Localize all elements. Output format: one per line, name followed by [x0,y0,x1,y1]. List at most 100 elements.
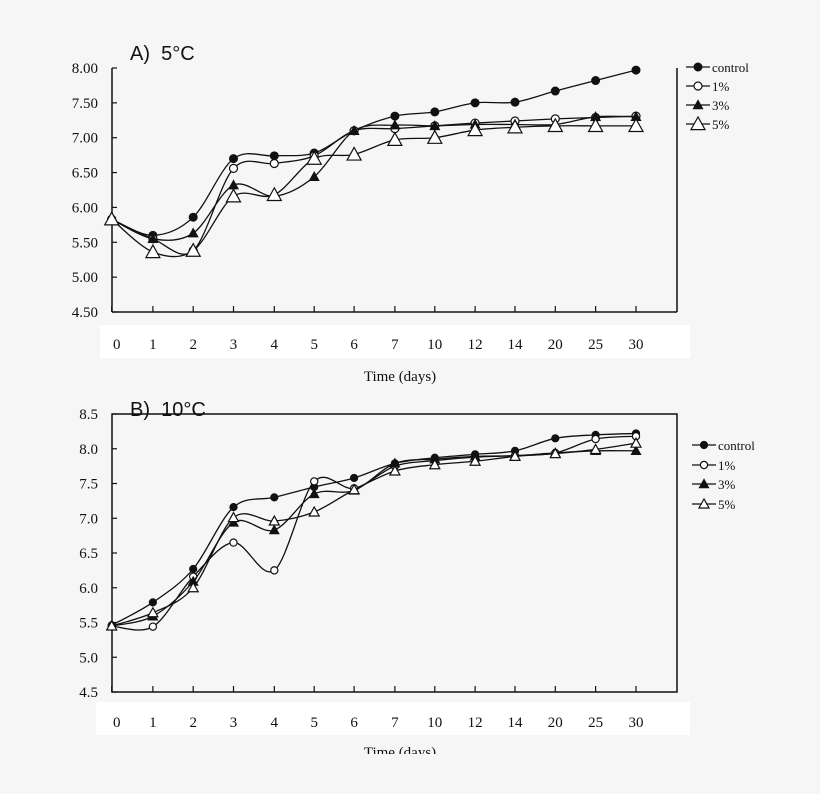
series-3pct [106,445,642,631]
y-tick-label: 8.0 [79,442,98,458]
legend-marker [699,440,709,450]
x-tick-label: 0 [113,337,121,353]
x-axis-label: Time (days) [364,369,436,385]
data-point [551,434,560,443]
x-tick-label: 25 [588,337,603,353]
series-control [107,429,641,630]
x-tick-label: 1 [149,715,157,731]
series-5pct [103,117,645,259]
legend-item: 3% [692,477,736,492]
y-tick-label: 5.50 [72,235,98,251]
panel-title: B) 10°C [130,399,206,421]
x-tick-label: 12 [468,337,483,353]
data-point [510,97,520,107]
x-tick-label: 6 [350,337,358,353]
data-point [470,98,480,108]
x-tick-label: 0 [113,715,121,731]
legend-item: 3% [686,98,730,113]
data-point [627,117,645,133]
series-line [111,115,637,241]
x-tick-label-strip [96,702,690,735]
data-point [269,151,279,161]
legend-label: 5% [718,497,736,512]
data-point [225,188,242,203]
x-tick-label: 4 [271,337,279,353]
panel-a: 8.007.507.006.506.005.505.004.500 1 2 3 4 5 6 7… [72,43,749,385]
data-point [148,598,157,607]
data-point [187,581,200,593]
series-1pct [107,432,641,631]
plot-frame [111,413,678,693]
legend-marker [693,62,703,72]
y-tick-label: 5.5 [79,616,98,632]
y-tick-label: 6.00 [72,200,98,216]
x-tick-label: 10 [427,337,442,353]
y-tick-label: 6.0 [79,581,98,597]
x-tick-label: 2 [189,337,197,353]
legend-item: control [686,60,749,75]
y-tick-label: 5.00 [72,270,98,286]
x-tick-label: 12 [468,715,483,731]
series-control [107,65,641,240]
data-point [268,514,281,526]
legend-label: 1% [712,79,730,94]
legend-marker [698,478,710,489]
x-tick-label: 2 [189,715,197,731]
data-point [229,154,238,164]
x-tick-label: 3 [230,715,238,731]
data-point [227,511,240,523]
panel-b: 8.58.07.57.06.56.05.55.04.50 1 2 3 4 5 6 7 10 12 1… [79,399,755,761]
x-tick-label: 6 [350,715,358,731]
legend-item: 5% [686,115,730,132]
series-5pct [105,436,643,631]
x-tick-label: 25 [588,715,603,731]
data-point [270,493,279,502]
data-point [591,76,601,86]
x-axis-label: Time (days) [364,745,436,761]
data-point [229,538,238,547]
x-tick-label: 1 [149,337,157,353]
x-tick-label: 30 [629,337,644,353]
legend-marker [693,81,703,91]
data-point [266,186,283,202]
data-point [388,464,401,476]
data-point [469,455,482,466]
series-line [111,435,637,631]
data-point [147,233,159,243]
data-point [270,566,279,575]
data-point [144,243,161,259]
data-point [187,227,199,238]
legend-item: 1% [692,458,736,473]
y-tick-label: 4.50 [72,305,98,321]
legend-item: 1% [686,79,730,94]
data-point [188,212,198,222]
data-point [269,158,279,169]
data-point [550,86,560,96]
data-point [589,443,602,455]
legend-marker [697,497,711,509]
x-tick-label: 20 [548,337,563,353]
legend-label: control [712,60,749,75]
y-tick-label: 6.5 [79,546,98,562]
y-tick-label: 7.0 [79,511,98,527]
series-line [111,442,637,627]
x-tick-label: 3 [230,337,238,353]
data-point [389,119,401,130]
data-point [430,107,440,117]
data-point [308,505,321,517]
data-point [428,458,441,470]
series-1pct [107,111,641,256]
x-tick-label: 7 [391,715,399,731]
data-point [390,111,400,121]
data-point [228,163,239,173]
y-tick-label: 7.50 [72,96,98,112]
legend-marker [689,115,707,131]
panel-title: A) 5°C [130,43,195,65]
data-point [189,564,198,574]
y-tick-label: 5.0 [79,650,98,666]
series-line [111,432,637,626]
data-point [547,117,564,133]
x-tick-label: 4 [271,715,279,731]
data-point [429,120,441,131]
